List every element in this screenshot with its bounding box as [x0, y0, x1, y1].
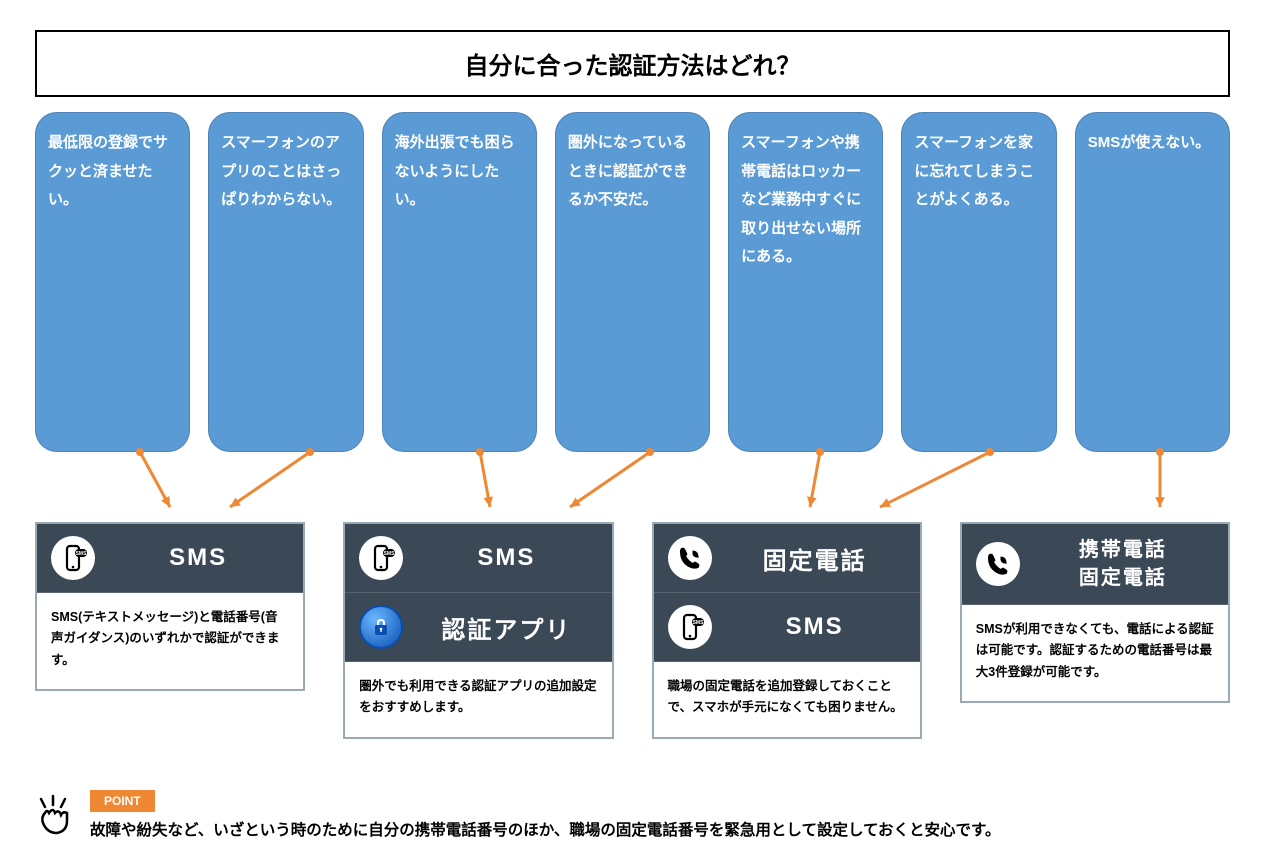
- scenario-card: スマーフォンや携帯電話はロッカーなど業務中すぐに取り出せない場所にある。: [728, 112, 883, 452]
- scenario-card: 圏外になっているときに認証ができるか不安だ。: [555, 112, 710, 452]
- sms-icon: SMS: [359, 536, 403, 580]
- method-desc: 職場の固定電話を追加登録しておくことで、スマホが手元になくても困りません。: [654, 662, 920, 737]
- method-desc: SMS(テキストメッセージ)と電話番号(音声ガイダンス)のいずれかで認証ができま…: [37, 593, 303, 689]
- method-card: 固定電話 SMS SMS 職場の固定電話を追加登録しておくことで、スマホが手元になくて…: [652, 522, 922, 739]
- method-card: SMS SMS SMS(テキストメッセージ)と電話番号(音声ガイダンス)のいずれかで…: [35, 522, 305, 691]
- point-bar: POINT 故障や紛失など、いざという時のために自分の携帯電話番号のほか、職場の…: [30, 790, 1235, 840]
- scenario-card: 海外出張でも困らないようにしたい。: [382, 112, 537, 452]
- point-hand-icon: [30, 792, 76, 838]
- method-desc: 圏外でも利用できる認証アプリの追加設定をおすすめします。: [345, 662, 611, 737]
- method-header: 携帯電話固定電話: [962, 524, 1228, 605]
- page-title: 自分に合った認証方法はどれ？: [35, 30, 1230, 97]
- sms-icon: SMS: [51, 536, 95, 580]
- phone-icon: [976, 542, 1020, 586]
- method-header: SMS SMS: [654, 593, 920, 662]
- method-header: 認証アプリ: [345, 593, 611, 662]
- scenario-card: SMSが使えない。: [1075, 112, 1230, 452]
- method-label: SMS: [415, 544, 597, 572]
- arrows-layer: [30, 452, 1235, 522]
- svg-text:SMS: SMS: [692, 620, 704, 626]
- method-card: SMS SMS 認証アプリ圏外でも利用できる認証アプリの追加設定をおすすめします。: [343, 522, 613, 739]
- method-header: SMS SMS: [37, 524, 303, 593]
- point-text: 故障や紛失など、いざという時のために自分の携帯電話番号のほか、職場の固定電話番号…: [90, 818, 1000, 840]
- scenario-card: スマーフォンを家に忘れてしまうことがよくある。: [901, 112, 1056, 452]
- method-label: SMS: [107, 544, 289, 572]
- method-desc: SMSが利用できなくても、電話による認証は可能です。認証するための電話番号は最大…: [962, 605, 1228, 701]
- phone-icon: [668, 536, 712, 580]
- method-header: SMS SMS: [345, 524, 611, 593]
- method-label: 携帯電話固定電話: [1032, 536, 1214, 592]
- methods-row: SMS SMS SMS(テキストメッセージ)と電話番号(音声ガイダンス)のいずれかで…: [30, 522, 1235, 739]
- svg-text:SMS: SMS: [76, 551, 88, 557]
- point-label: POINT: [90, 790, 155, 812]
- scenario-card: スマーフォンのアプリのことはさっぱりわからない。: [208, 112, 363, 452]
- svg-text:SMS: SMS: [384, 551, 396, 557]
- method-label: SMS: [724, 613, 906, 641]
- method-header: 固定電話: [654, 524, 920, 593]
- method-label: 固定電話: [724, 541, 906, 576]
- sms-icon: SMS: [668, 605, 712, 649]
- scenario-card: 最低限の登録でサクッと済ませたい。: [35, 112, 190, 452]
- authapp-icon: [359, 605, 403, 649]
- method-label: 認証アプリ: [415, 610, 597, 645]
- scenario-row: 最低限の登録でサクッと済ませたい。スマーフォンのアプリのことはさっぱりわからない…: [30, 112, 1235, 452]
- method-card: 携帯電話固定電話 SMSが利用できなくても、電話による認証は可能です。認証するため…: [960, 522, 1230, 703]
